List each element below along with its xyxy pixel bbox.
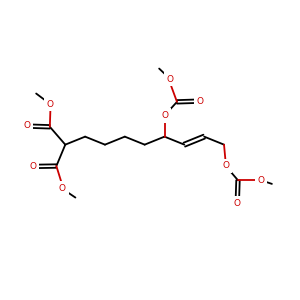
- Text: O: O: [167, 75, 174, 84]
- Text: O: O: [197, 97, 204, 106]
- Text: O: O: [30, 162, 37, 171]
- Text: O: O: [161, 111, 168, 120]
- Text: O: O: [59, 184, 66, 193]
- Text: O: O: [23, 122, 30, 130]
- Text: O: O: [222, 161, 229, 170]
- Text: O: O: [234, 199, 241, 208]
- Text: O: O: [258, 176, 265, 185]
- Text: O: O: [47, 100, 54, 109]
